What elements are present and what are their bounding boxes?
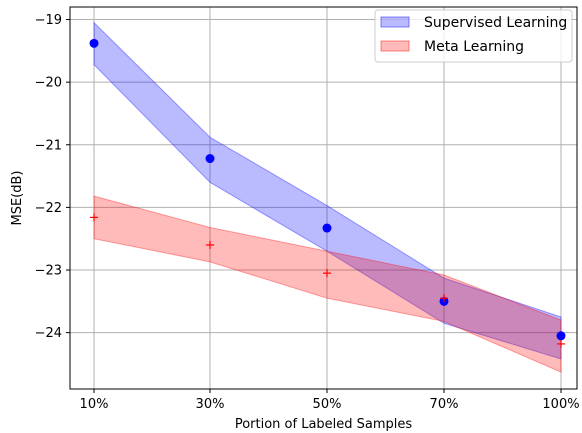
y-tick-label: −24 (35, 326, 62, 341)
point-meta (557, 339, 565, 348)
point-supervised (322, 223, 332, 233)
x-tick-label: 10% (80, 397, 109, 412)
legend-swatch-meta (380, 40, 410, 52)
legend-label-meta: Meta Learning (424, 39, 524, 55)
point-meta (440, 294, 448, 303)
confidence-bands (93, 21, 562, 373)
point-meta (206, 240, 214, 249)
legend-label-supervised: Supervised Learning (424, 15, 567, 31)
axis-ticks: 10% 30% 50% 70% 100% −19 −20 −21 −22 −23 −24 (35, 13, 580, 412)
legend-swatch-supervised (380, 16, 410, 28)
legend-box (374, 9, 573, 63)
data-markers (89, 38, 566, 348)
y-tick-label: −19 (35, 13, 62, 28)
x-tick-label: 30% (196, 397, 225, 412)
y-tick-label: −23 (35, 264, 62, 279)
point-supervised (556, 331, 566, 341)
band-supervised (93, 21, 562, 360)
point-supervised (205, 154, 215, 164)
grid (70, 7, 577, 389)
x-tick-label: 100% (542, 397, 579, 412)
x-tick-label: 50% (313, 397, 342, 412)
point-meta (323, 269, 331, 278)
band-meta (93, 195, 562, 373)
y-axis-label: MSE(dB) (10, 171, 25, 226)
plot-area-frame (69, 6, 578, 390)
point-supervised (89, 38, 99, 48)
y-tick-label: −22 (35, 201, 62, 216)
y-tick-label: −20 (35, 76, 62, 91)
x-axis-label: Portion of Labeled Samples (235, 417, 413, 432)
point-meta (90, 213, 98, 222)
y-tick-label: −21 (35, 138, 62, 153)
x-tick-label: 70% (430, 397, 459, 412)
legend: Supervised Learning Meta Learning (374, 9, 573, 63)
